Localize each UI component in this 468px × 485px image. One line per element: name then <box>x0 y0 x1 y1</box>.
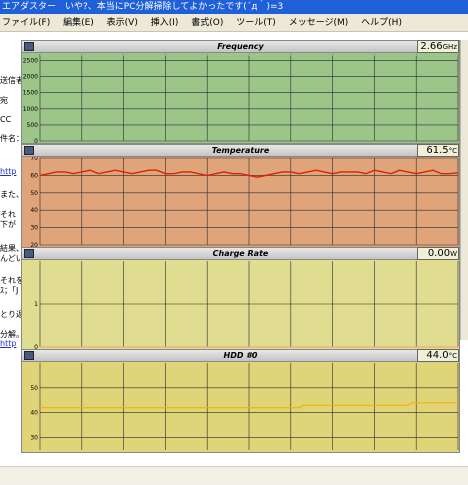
temperature-tick-label: 70 <box>30 157 38 162</box>
fragment-link[interactable]: http <box>0 167 16 176</box>
charge-header: Charge Rate 0.00W <box>22 248 459 260</box>
frequency-plot: 0 500 1000 1500 2000 2500 <box>22 53 459 143</box>
hdd-panel: HDD #0 44.0°C 30 40 50 <box>21 349 460 453</box>
frequency-plot-background <box>22 53 459 143</box>
charge-chart: 01 <box>22 260 459 349</box>
temperature-value-box: 61.5°C <box>417 144 459 157</box>
temperature-header: Temperature 61.5°C <box>22 145 459 157</box>
frequency-tick-label: 2500 <box>23 57 38 64</box>
temperature-tick-label: 30 <box>30 225 38 232</box>
hdd-header: HDD #0 44.0°C <box>22 350 459 362</box>
frequency-value: 2.66 <box>420 41 442 52</box>
hdd-chart: 30 40 50 <box>22 362 459 452</box>
temperature-title: Temperature <box>22 145 459 156</box>
window-title: エアダスター いや?、本当にPC分解掃除してよかったです(´д｀)=3 <box>2 2 283 12</box>
temperature-tick-label: 60 <box>30 172 38 179</box>
frequency-header: Frequency 2.66GHz <box>22 41 459 53</box>
frequency-unit: GHz <box>443 43 457 51</box>
background-scrollbar[interactable] <box>460 40 468 340</box>
hdd-tick-label: 30 <box>30 435 38 442</box>
menu-file[interactable]: ファイル(F) <box>2 18 50 28</box>
menu-message[interactable]: メッセージ(M) <box>289 18 349 28</box>
frequency-chart: 0 500 1000 1500 2000 2500 <box>22 53 459 143</box>
charge-unit: W <box>450 250 457 258</box>
frequency-tick-label: 0 <box>34 138 38 143</box>
temperature-tick-label: 50 <box>30 190 38 197</box>
temperature-plot: 20 30 40 50 60 70 <box>22 157 459 247</box>
hdd-plot-background <box>22 362 459 452</box>
fragment-cc: CC <box>0 115 11 124</box>
fragment-text-3: 下が <box>0 219 16 230</box>
menu-bar: ファイル(F) 編集(E) 表示(V) 挿入(I) 書式(O) ツール(T) メ… <box>0 14 468 32</box>
frequency-value-box: 2.66GHz <box>417 40 459 53</box>
hdd-title: HDD #0 <box>22 350 459 361</box>
temperature-tick-label: 40 <box>30 207 38 214</box>
charge-tick-label: 1 <box>34 301 38 308</box>
hdd-value-box: 44.0°C <box>417 349 459 362</box>
frequency-tick-label: 2000 <box>23 74 38 81</box>
hdd-plot: 30 40 50 <box>22 362 459 452</box>
charge-value: 0.00 <box>428 248 450 259</box>
charge-value-box: 0.00W <box>417 247 459 260</box>
temperature-panel: Temperature 61.5°C 20 30 40 50 60 70 <box>21 144 460 248</box>
frequency-tick-label: 500 <box>27 122 39 129</box>
temperature-unit: °C <box>449 147 457 155</box>
frequency-title: Frequency <box>22 41 459 52</box>
menu-insert[interactable]: 挿入(I) <box>151 18 179 28</box>
menu-help[interactable]: ヘルプ(H) <box>361 18 402 28</box>
menu-tools[interactable]: ツール(T) <box>236 18 276 28</box>
fragment-link-2[interactable]: http <box>0 339 16 348</box>
window-title-bar: エアダスター いや?、本当にPC分解掃除してよかったです(´д｀)=3 <box>0 0 468 14</box>
temperature-value: 61.5 <box>426 145 448 156</box>
frequency-tick-label: 1500 <box>23 90 38 97</box>
menu-view[interactable]: 表示(V) <box>107 18 138 28</box>
charge-title: Charge Rate <box>22 248 459 259</box>
frequency-tick-label: 1000 <box>23 106 38 113</box>
hdd-value: 44.0 <box>426 350 448 361</box>
frequency-panel: Frequency 2.66GHz 0 500 1000 1500 2000 2500 <box>21 40 460 144</box>
hdd-tick-label: 50 <box>30 385 38 392</box>
hdd-tick-label: 40 <box>30 410 38 417</box>
fragment-to: 宛 <box>0 95 8 106</box>
background-status-area <box>0 466 468 485</box>
menu-edit[interactable]: 編集(E) <box>63 18 94 28</box>
hdd-unit: °C <box>449 352 457 360</box>
charge-plot-background <box>22 260 459 349</box>
email-body-fragments: 送信者 宛 CC 件名： http また、 それ 下が 結果、 んどい それを … <box>0 33 22 453</box>
menu-format[interactable]: 書式(O) <box>191 18 223 28</box>
fragment-text-7: ｽ；「J <box>0 285 18 296</box>
